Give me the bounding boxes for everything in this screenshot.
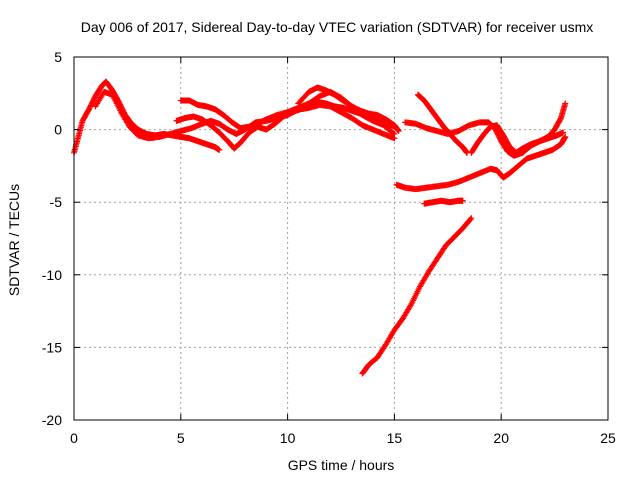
data-point <box>562 133 569 140</box>
y-tick-label: -10 <box>42 267 62 283</box>
y-tick-label: -5 <box>50 194 63 210</box>
data-point <box>85 106 92 113</box>
series-arc-f <box>414 91 471 156</box>
series-arc-i <box>393 133 569 193</box>
y-tick-label: -15 <box>42 339 62 355</box>
data-point <box>560 129 567 136</box>
data-point <box>87 102 94 109</box>
data-point <box>216 146 223 153</box>
data-point <box>557 116 564 123</box>
data-point <box>459 197 466 204</box>
data-point <box>91 95 98 102</box>
data-point <box>89 99 96 106</box>
data-point <box>86 104 93 111</box>
series-arc-d <box>177 97 398 132</box>
data-point <box>89 98 96 105</box>
y-axis-label: SDTVAR / TECUs <box>6 184 22 296</box>
data-point <box>496 135 503 142</box>
plot-frame <box>73 56 609 421</box>
x-tick-label: 20 <box>493 430 509 446</box>
data-point <box>395 128 402 135</box>
data-point <box>562 100 569 107</box>
series-arc-h <box>468 100 569 156</box>
x-tick-label: 0 <box>70 430 78 446</box>
ticks: 0 5 10 15 20 25 -20 -15 -10 -5 0 5 <box>42 49 616 446</box>
series-arc-k <box>359 215 475 377</box>
x-axis-label: GPS time / hours <box>288 457 395 473</box>
series-arc-j <box>421 197 466 207</box>
data-point <box>496 134 503 141</box>
x-tick-label: 15 <box>387 430 403 446</box>
y-tick-label: -20 <box>42 412 62 428</box>
y-tick-label: 0 <box>54 122 62 138</box>
data-point <box>87 103 94 110</box>
data-point <box>468 215 475 222</box>
x-tick-label: 5 <box>177 430 185 446</box>
x-tick-label: 25 <box>600 430 616 446</box>
chart-title: Day 006 of 2017, Sidereal Day-to-day VTE… <box>81 19 594 35</box>
series-arc-e <box>295 84 402 135</box>
y-tick-label: 5 <box>54 49 62 65</box>
data-point <box>467 216 474 223</box>
data-point <box>90 97 97 104</box>
data-points <box>71 78 569 377</box>
x-tick-label: 10 <box>280 430 296 446</box>
data-point <box>391 135 398 142</box>
data-point <box>88 101 95 108</box>
